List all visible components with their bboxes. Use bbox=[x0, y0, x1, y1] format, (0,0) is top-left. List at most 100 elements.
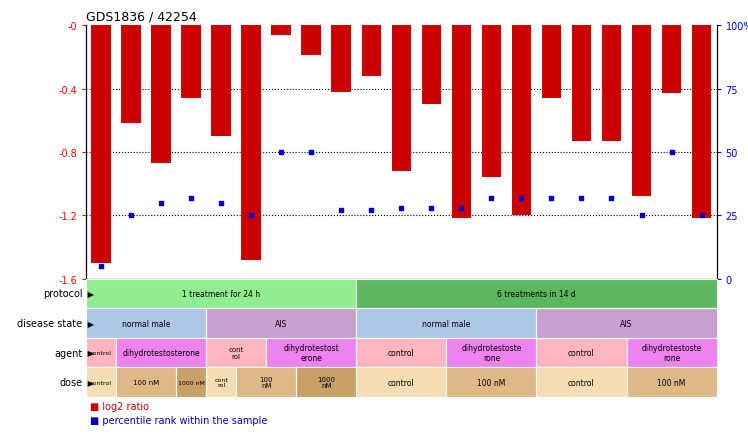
Bar bbox=[662, 26, 681, 94]
Text: protocol: protocol bbox=[43, 289, 82, 299]
Bar bbox=[356, 368, 447, 397]
Text: 1000 nM: 1000 nM bbox=[178, 380, 204, 385]
Point bbox=[575, 194, 587, 201]
Bar bbox=[356, 338, 447, 368]
Text: ■ percentile rank within the sample: ■ percentile rank within the sample bbox=[90, 415, 267, 425]
Text: agent: agent bbox=[54, 348, 82, 358]
Bar bbox=[206, 338, 266, 368]
Point bbox=[185, 194, 197, 201]
Point bbox=[696, 212, 708, 219]
Text: 100
nM: 100 nM bbox=[260, 376, 273, 388]
Bar bbox=[542, 26, 561, 99]
Bar bbox=[296, 368, 356, 397]
Bar bbox=[86, 338, 116, 368]
Bar bbox=[361, 26, 381, 77]
Bar bbox=[176, 368, 206, 397]
Point bbox=[125, 212, 137, 219]
Text: dihydrotestoste
rone: dihydrotestoste rone bbox=[462, 344, 521, 362]
Bar bbox=[151, 26, 171, 164]
Bar bbox=[331, 26, 351, 92]
Bar bbox=[116, 338, 206, 368]
Bar bbox=[116, 368, 176, 397]
Text: 1000
nM: 1000 nM bbox=[317, 376, 335, 388]
Bar bbox=[536, 338, 627, 368]
Text: ▶: ▶ bbox=[85, 349, 94, 357]
Point bbox=[335, 207, 347, 214]
Bar bbox=[571, 26, 591, 141]
Bar bbox=[212, 26, 231, 137]
Text: dihydrotestosterone: dihydrotestosterone bbox=[122, 349, 200, 357]
Bar bbox=[121, 26, 141, 124]
Point bbox=[515, 194, 527, 201]
Text: normal male: normal male bbox=[122, 319, 171, 328]
Point bbox=[456, 205, 468, 212]
Bar bbox=[512, 26, 531, 216]
Bar bbox=[422, 26, 441, 105]
Point bbox=[215, 200, 227, 207]
Text: control: control bbox=[388, 378, 414, 387]
Text: disease state: disease state bbox=[17, 319, 82, 328]
Text: 1 treatment for 24 h: 1 treatment for 24 h bbox=[182, 289, 260, 298]
Text: AIS: AIS bbox=[275, 319, 287, 328]
Point bbox=[245, 212, 257, 219]
Text: control: control bbox=[388, 349, 414, 357]
Point bbox=[666, 149, 678, 156]
Bar bbox=[272, 26, 291, 36]
Bar bbox=[536, 309, 717, 338]
Text: 100 nM: 100 nM bbox=[657, 378, 686, 387]
Text: ■ log2 ratio: ■ log2 ratio bbox=[90, 401, 149, 411]
Bar bbox=[206, 309, 356, 338]
Bar bbox=[692, 26, 711, 219]
Bar bbox=[236, 368, 296, 397]
Text: dose: dose bbox=[59, 378, 82, 387]
Point bbox=[395, 205, 407, 212]
Text: 100 nM: 100 nM bbox=[477, 378, 506, 387]
Bar bbox=[627, 338, 717, 368]
Text: AIS: AIS bbox=[620, 319, 633, 328]
Point bbox=[426, 205, 438, 212]
Text: control: control bbox=[90, 380, 112, 385]
Bar bbox=[301, 26, 321, 56]
Bar bbox=[91, 26, 111, 263]
Bar bbox=[86, 368, 116, 397]
Text: cont
rol: cont rol bbox=[214, 377, 228, 388]
Text: 6 treatments in 14 d: 6 treatments in 14 d bbox=[497, 289, 576, 298]
Bar bbox=[452, 26, 471, 219]
Point bbox=[365, 207, 377, 214]
Text: control: control bbox=[90, 350, 112, 355]
Text: ▶: ▶ bbox=[85, 319, 94, 328]
Point bbox=[95, 263, 107, 270]
Text: dihydrotestoste
rone: dihydrotestoste rone bbox=[641, 344, 702, 362]
Bar bbox=[266, 338, 356, 368]
Point bbox=[485, 194, 497, 201]
Text: dihydrotestost
erone: dihydrotestost erone bbox=[283, 344, 339, 362]
Point bbox=[605, 194, 617, 201]
Point bbox=[636, 212, 648, 219]
Point bbox=[305, 149, 317, 156]
Text: normal male: normal male bbox=[422, 319, 470, 328]
Bar bbox=[181, 26, 201, 99]
Bar bbox=[601, 26, 622, 141]
Text: 100 nM: 100 nM bbox=[133, 379, 159, 385]
Bar bbox=[356, 309, 536, 338]
Bar bbox=[206, 368, 236, 397]
Bar bbox=[242, 26, 261, 260]
Bar bbox=[391, 26, 411, 171]
Bar bbox=[86, 309, 206, 338]
Bar bbox=[536, 368, 627, 397]
Bar bbox=[86, 279, 356, 309]
Point bbox=[275, 149, 287, 156]
Point bbox=[545, 194, 557, 201]
Text: ▶: ▶ bbox=[85, 289, 94, 298]
Text: GDS1836 / 42254: GDS1836 / 42254 bbox=[86, 10, 197, 23]
Bar bbox=[356, 279, 717, 309]
Text: ▶: ▶ bbox=[85, 378, 94, 387]
Bar bbox=[482, 26, 501, 178]
Bar bbox=[632, 26, 652, 197]
Bar bbox=[447, 368, 536, 397]
Bar bbox=[447, 338, 536, 368]
Text: control: control bbox=[568, 349, 595, 357]
Point bbox=[155, 200, 167, 207]
Bar bbox=[627, 368, 717, 397]
Text: cont
rol: cont rol bbox=[228, 347, 244, 359]
